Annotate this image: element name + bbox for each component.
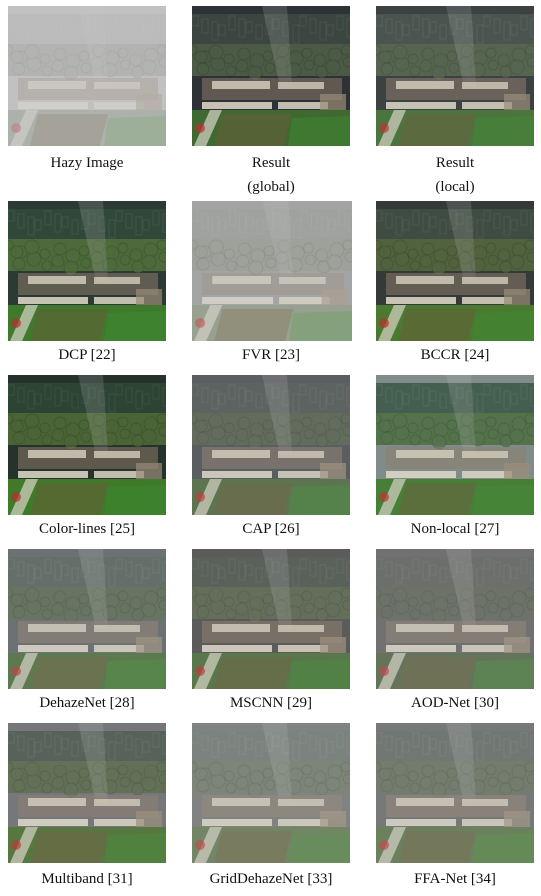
panel-image-aod bbox=[376, 549, 534, 689]
panel-image-nonlocal bbox=[376, 375, 534, 515]
panel-caption: FFA-Net [34] bbox=[365, 869, 541, 889]
panel-caption: Result (global) bbox=[181, 153, 361, 197]
panel-image-dehaze bbox=[8, 549, 166, 689]
panel-caption: MSCNN [29] bbox=[181, 693, 361, 713]
panel-caption: Multiband [31] bbox=[0, 869, 177, 889]
panel-image-result2 bbox=[376, 6, 534, 146]
panel-caption: GridDehazeNet [33] bbox=[181, 869, 361, 889]
panel-caption: BCCR [24] bbox=[365, 345, 541, 365]
panel-image-cap bbox=[192, 375, 350, 515]
panel-sublabel: (global) bbox=[181, 177, 361, 197]
panel-image-color bbox=[8, 375, 166, 515]
panel-label: DCP [22] bbox=[0, 345, 177, 365]
panel-image-ffa bbox=[376, 723, 534, 863]
panel-label: AOD-Net [30] bbox=[365, 693, 541, 713]
panel-label: DehazeNet [28] bbox=[0, 693, 177, 713]
panel-caption: Result (local) bbox=[365, 153, 541, 197]
panel-label: Multiband [31] bbox=[0, 869, 177, 889]
panel-image-hazy bbox=[8, 6, 166, 146]
panel-image-fvr bbox=[192, 201, 352, 341]
panel-caption: AOD-Net [30] bbox=[365, 693, 541, 713]
panel-label: Result bbox=[365, 153, 541, 173]
panel-label: Non-local [27] bbox=[365, 519, 541, 539]
panel-label: BCCR [24] bbox=[365, 345, 541, 365]
panel-caption: DCP [22] bbox=[0, 345, 177, 365]
panel-image-grid bbox=[192, 723, 350, 863]
panel-caption: Hazy Image bbox=[0, 153, 177, 173]
panel-caption: CAP [26] bbox=[181, 519, 361, 539]
panel-image-mscnn bbox=[192, 549, 350, 689]
panel-caption: Non-local [27] bbox=[365, 519, 541, 539]
panel-label: CAP [26] bbox=[181, 519, 361, 539]
panel-label: Hazy Image bbox=[0, 153, 177, 173]
panel-label: Result bbox=[181, 153, 361, 173]
panel-label: FFA-Net [34] bbox=[365, 869, 541, 889]
panel-sublabel: (local) bbox=[365, 177, 541, 197]
panel-caption: Color-lines [25] bbox=[0, 519, 177, 539]
panel-image-dcp bbox=[8, 201, 166, 341]
panel-caption: DehazeNet [28] bbox=[0, 693, 177, 713]
panel-image-result bbox=[192, 6, 350, 146]
panel-image-multi bbox=[8, 723, 166, 863]
panel-label: MSCNN [29] bbox=[181, 693, 361, 713]
panel-image-bccr bbox=[376, 201, 534, 341]
panel-label: Color-lines [25] bbox=[0, 519, 177, 539]
panel-label: FVR [23] bbox=[181, 345, 361, 365]
panel-caption: FVR [23] bbox=[181, 345, 361, 365]
panel-label: GridDehazeNet [33] bbox=[181, 869, 361, 889]
